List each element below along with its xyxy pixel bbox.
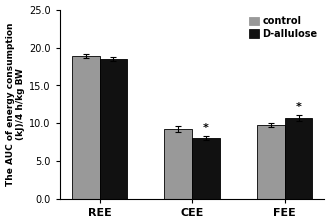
Text: *: * bbox=[296, 102, 302, 112]
Bar bbox=[192, 138, 220, 199]
Text: *: * bbox=[203, 123, 209, 133]
Bar bbox=[100, 59, 127, 199]
Bar bbox=[285, 118, 313, 199]
Bar bbox=[164, 129, 192, 199]
Bar bbox=[72, 56, 100, 199]
Y-axis label: The AUC of energy consumption
(kJ)/4 h/kg BW: The AUC of energy consumption (kJ)/4 h/k… bbox=[6, 23, 25, 186]
Bar bbox=[257, 125, 285, 199]
Legend: control, D-allulose: control, D-allulose bbox=[247, 14, 319, 41]
